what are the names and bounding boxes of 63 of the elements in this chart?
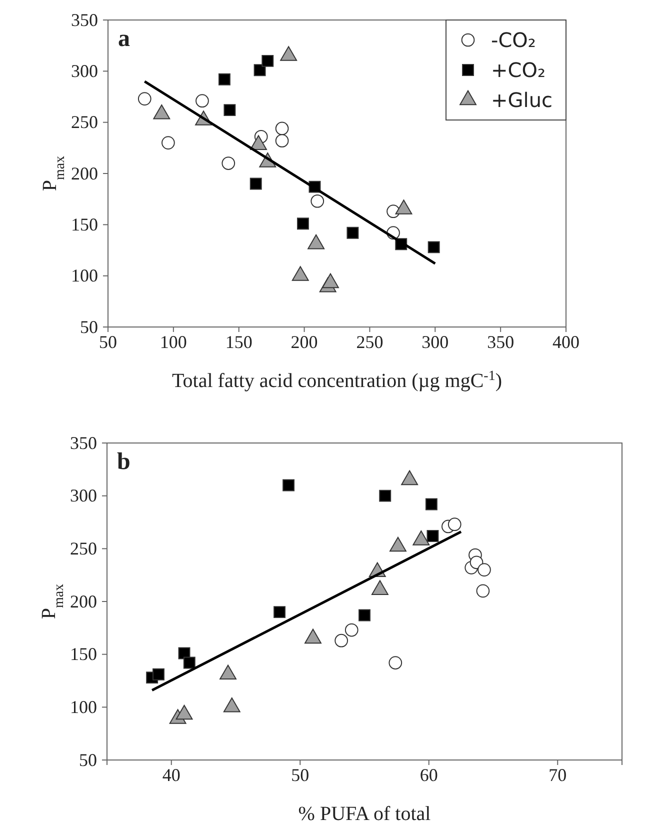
legend-label: -CO₂ xyxy=(491,28,536,52)
y-tick-label: 50 xyxy=(79,750,97,770)
point xyxy=(224,104,236,116)
point xyxy=(334,634,348,648)
point xyxy=(344,623,358,637)
x-axis-title: Total fatty acid concentration (µg mgC$^{-1}$) xyxy=(172,368,502,392)
point xyxy=(250,178,262,190)
x-tick-label: 350 xyxy=(487,332,514,352)
y-tick-label: 300 xyxy=(71,60,98,81)
point xyxy=(297,218,309,230)
y-tick-label: 50 xyxy=(80,316,98,337)
y-tick-label: 100 xyxy=(70,696,97,717)
point xyxy=(222,156,236,170)
point xyxy=(476,584,490,598)
x-tick-label: 50 xyxy=(291,764,310,785)
x-tick-label: 400 xyxy=(552,332,580,352)
legend-label: +Gluc xyxy=(491,88,552,112)
point xyxy=(358,609,370,622)
point xyxy=(388,656,402,670)
point xyxy=(275,134,289,148)
point xyxy=(346,226,359,239)
point xyxy=(254,64,266,76)
point xyxy=(310,194,324,208)
y-tick-label: 350 xyxy=(71,10,98,30)
point xyxy=(152,668,164,680)
point xyxy=(275,122,289,136)
y-tick-label: 200 xyxy=(71,163,98,184)
x-tick-label: 50 xyxy=(99,332,117,352)
point xyxy=(138,92,152,106)
point xyxy=(448,518,462,532)
point xyxy=(162,136,175,150)
x-tick-label: 150 xyxy=(225,332,252,352)
x-tick-label: 40 xyxy=(162,764,180,785)
point xyxy=(262,54,274,67)
x-tick-label: 200 xyxy=(290,332,318,352)
legend-label: +CO₂ xyxy=(491,58,546,82)
point xyxy=(196,94,209,108)
x-tick-label: 60 xyxy=(420,764,438,785)
y-tick-label: 350 xyxy=(70,432,97,453)
y-tick-label: 200 xyxy=(70,591,97,612)
point xyxy=(426,530,439,542)
y-tick-label: 150 xyxy=(71,214,98,234)
point xyxy=(478,563,491,576)
point xyxy=(425,498,438,510)
x-tick-label: 250 xyxy=(356,332,384,352)
point xyxy=(470,556,484,570)
x-tick-label: 100 xyxy=(160,332,187,352)
point xyxy=(428,241,440,254)
point xyxy=(183,656,196,669)
x-axis-title: % PUFA of total xyxy=(298,803,432,825)
chart-title: b xyxy=(117,449,130,475)
y-tick-label: 250 xyxy=(70,538,97,558)
y-tick-label: 250 xyxy=(71,112,98,132)
x-tick-label: 70 xyxy=(548,764,567,785)
chart-title: a xyxy=(118,26,130,52)
point xyxy=(379,490,392,502)
y-tick-label: 300 xyxy=(70,486,97,506)
point xyxy=(274,606,286,618)
y-tick-label: 150 xyxy=(70,644,97,664)
x-tick-label: 300 xyxy=(422,332,449,352)
point xyxy=(218,73,230,86)
point xyxy=(282,479,295,492)
y-tick-label: 100 xyxy=(71,266,98,286)
